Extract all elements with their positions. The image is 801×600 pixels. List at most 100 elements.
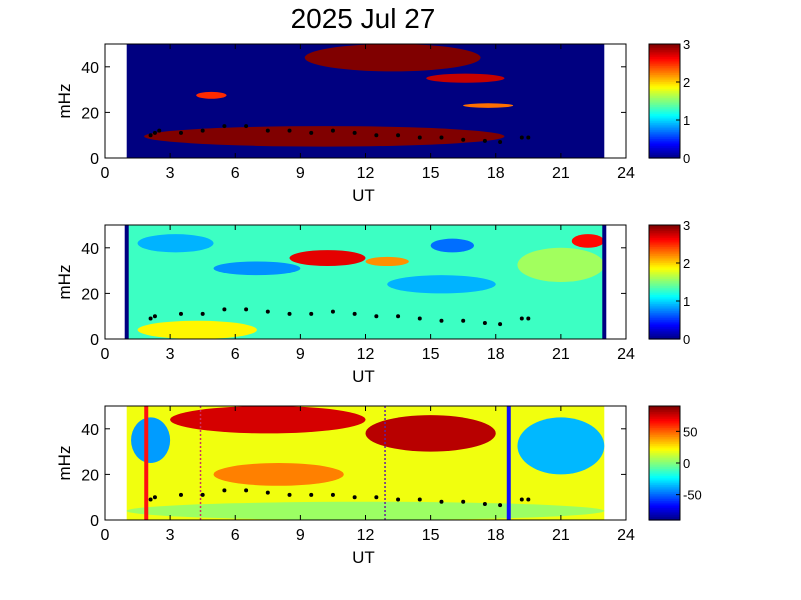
colorbar-cell — [649, 315, 680, 319]
colorbar: 0 1 2 3 — [648, 37, 690, 166]
colorbar-cell — [649, 434, 680, 437]
colorbar-cell — [649, 280, 680, 283]
colorbar-cell — [649, 134, 680, 138]
colorbar-cell — [649, 88, 680, 91]
colorbar-cell — [649, 150, 680, 154]
track-point — [244, 307, 249, 312]
colorbar-cell — [649, 406, 680, 409]
colorbar-cell — [649, 86, 680, 90]
colorbar-cell — [649, 326, 680, 329]
colorbar-cell — [649, 285, 680, 288]
colorbar-cell — [649, 70, 680, 74]
colorbar-cell — [649, 117, 680, 120]
x-tick-label: 18 — [487, 165, 505, 182]
colorbar-cell — [649, 111, 680, 115]
x-tick-label: 24 — [617, 527, 635, 544]
colorbar-cell — [649, 290, 680, 294]
colorbar-cell — [649, 90, 680, 93]
y-tick-label: 20 — [81, 467, 99, 484]
colorbar: -50 0 50 — [648, 405, 702, 521]
colorbar-cell — [649, 230, 680, 233]
x-axis-label: UT — [352, 548, 375, 567]
colorbar-cell — [649, 436, 680, 439]
colorbar-cell — [649, 143, 680, 147]
colorbar-cell — [649, 127, 680, 131]
x-tick-label: 21 — [552, 165, 570, 182]
colorbar-cell — [649, 282, 680, 285]
colorbar-cell — [649, 298, 680, 301]
colorbar-cell — [649, 330, 680, 333]
track-point — [200, 492, 205, 497]
track-point — [287, 311, 292, 316]
colorbar-cell — [649, 495, 680, 498]
x-tick-label: 15 — [422, 165, 440, 182]
colorbar-tick-label: 2 — [683, 256, 690, 271]
colorbar-cell — [649, 228, 680, 231]
track-point — [152, 495, 157, 500]
colorbar-cell — [649, 45, 680, 49]
colorbar-cell — [649, 63, 680, 66]
heatmap-blob-3 — [196, 91, 227, 99]
colorbar-tick-label: 50 — [683, 424, 697, 439]
colorbar-cell — [649, 310, 680, 313]
colorbar-cell — [649, 296, 680, 299]
x-tick-label: 0 — [101, 527, 110, 544]
colorbar-cell — [649, 115, 680, 118]
colorbar-cell — [649, 489, 680, 493]
heatmap-blob-9 — [571, 234, 605, 248]
track-point — [396, 133, 401, 138]
heatmap-blob-3 — [213, 463, 344, 486]
track-point — [200, 311, 205, 316]
colorbar-cell — [649, 84, 680, 88]
colorbar-cell — [649, 466, 680, 469]
track-1 — [148, 307, 531, 327]
colorbar-cell — [649, 450, 680, 453]
colorbar-cell — [649, 446, 680, 450]
x-tick-label: 15 — [422, 527, 440, 544]
x-tick-label: 9 — [296, 165, 305, 182]
track-point — [178, 130, 183, 135]
colorbar-tick-label: 0 — [683, 332, 690, 347]
x-tick-label: 0 — [101, 346, 110, 363]
colorbar-cell — [649, 503, 680, 507]
colorbar-cell — [649, 473, 680, 477]
heatmap-blob-1 — [304, 44, 481, 72]
x-tick-label: 18 — [487, 346, 505, 363]
colorbar-cell — [649, 314, 680, 317]
colorbar-cell — [649, 97, 680, 100]
track-point — [152, 130, 157, 135]
colorbar-cell — [649, 257, 680, 260]
heatmap-blob-5 — [517, 417, 605, 475]
colorbar-cell — [649, 482, 680, 485]
colorbar-cell — [649, 141, 680, 145]
x-tick-label: 21 — [552, 527, 570, 544]
colorbar-cell — [649, 413, 680, 416]
y-tick-label: 20 — [81, 105, 99, 122]
colorbar-cell — [649, 79, 680, 83]
heatmap-blob-4 — [463, 103, 514, 108]
colorbar-cell — [649, 319, 680, 322]
colorbar-cell — [649, 486, 680, 489]
colorbar-cell — [649, 156, 680, 159]
x-tick-label: 6 — [231, 527, 240, 544]
colorbar-cell — [649, 471, 680, 475]
track-point — [374, 314, 379, 319]
colorbar-cell — [649, 308, 680, 312]
colorbar-cell — [649, 438, 680, 441]
colorbar-cell — [649, 500, 680, 503]
colorbar-cell — [649, 518, 680, 521]
colorbar-cell — [649, 484, 680, 487]
colorbar-cell — [649, 102, 680, 106]
heatmap-blob-8 — [517, 247, 605, 282]
heatmap-blob-6 — [430, 238, 475, 253]
colorbar-cell — [649, 232, 680, 235]
colorbar-cell — [649, 147, 680, 150]
heatmap-blob-1 — [289, 250, 366, 267]
colorbar-cell — [649, 249, 680, 253]
x-tick-label: 24 — [617, 165, 635, 182]
track-1 — [148, 488, 531, 508]
colorbar-cell — [649, 253, 680, 256]
colorbar-cell — [649, 502, 680, 505]
